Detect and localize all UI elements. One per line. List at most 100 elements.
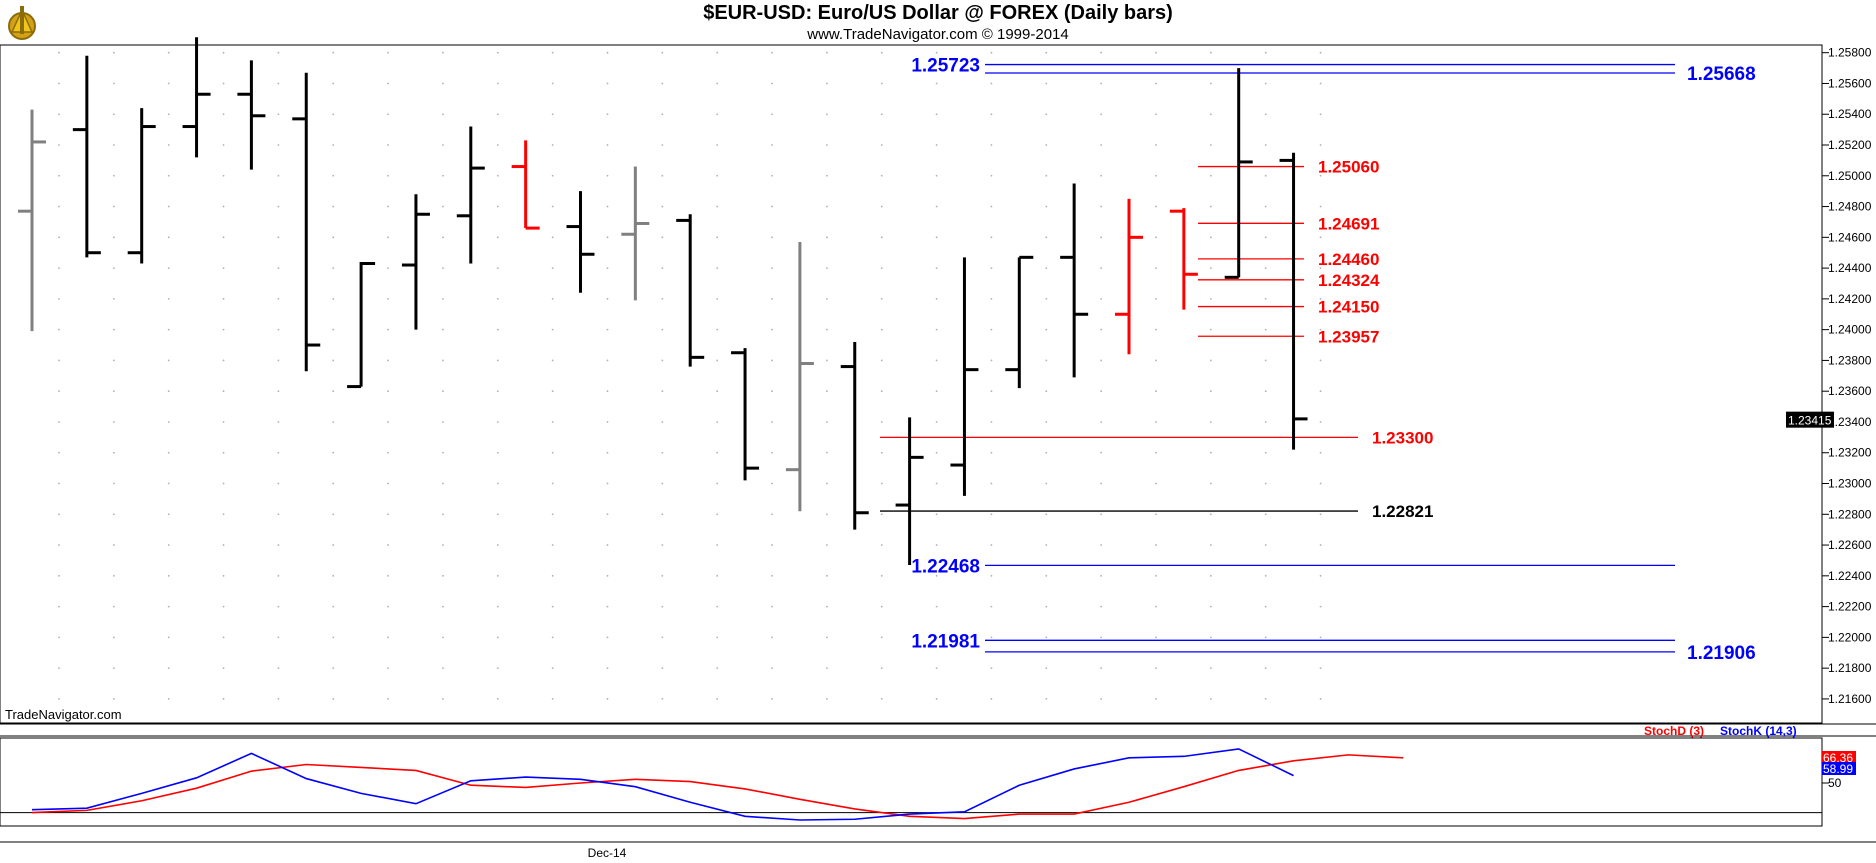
grid-dot bbox=[442, 328, 444, 331]
grid-dot bbox=[442, 513, 444, 516]
grid-dot bbox=[1209, 667, 1212, 670]
grid-dot bbox=[277, 667, 280, 670]
grid-dot bbox=[387, 328, 389, 331]
grid-dot bbox=[387, 605, 389, 608]
grid-dot bbox=[1264, 698, 1267, 700]
grid-dot bbox=[1264, 482, 1267, 485]
grid-dot bbox=[1319, 328, 1322, 331]
grid-dot bbox=[496, 421, 499, 423]
grid-dot bbox=[496, 667, 499, 670]
grid-dot bbox=[551, 421, 554, 423]
grid-dot bbox=[1155, 174, 1157, 177]
grid-dot bbox=[935, 328, 938, 331]
grid-dot bbox=[58, 236, 60, 239]
grid-dot bbox=[935, 482, 938, 485]
grid-dot bbox=[387, 390, 389, 393]
y-tick-label: 1.25400 bbox=[1828, 107, 1872, 121]
grid-dot bbox=[990, 174, 993, 177]
grid-dot bbox=[716, 174, 719, 177]
grid-dot bbox=[1319, 482, 1322, 485]
grid-dot bbox=[1100, 297, 1103, 300]
grid-dot bbox=[332, 451, 335, 454]
grid-dot bbox=[935, 390, 938, 393]
grid-dot bbox=[277, 421, 280, 423]
chart-subtitle: www.TradeNavigator.com © 1999-2014 bbox=[807, 26, 1069, 43]
grid-dot bbox=[112, 174, 115, 177]
grid-dot bbox=[1045, 205, 1048, 208]
grid-dot bbox=[277, 359, 280, 362]
grid-dot bbox=[1264, 328, 1267, 331]
grid-dot bbox=[990, 605, 993, 608]
grid-dot bbox=[1209, 328, 1212, 331]
grid-dot bbox=[661, 482, 664, 485]
grid-dot bbox=[1209, 482, 1212, 485]
grid-dot bbox=[1045, 359, 1048, 362]
current-price-box bbox=[1786, 411, 1834, 428]
grid-dot bbox=[332, 174, 335, 177]
grid-dot bbox=[387, 297, 389, 300]
grid-dot bbox=[990, 513, 993, 516]
grid-dot bbox=[606, 390, 609, 393]
watermark: TradeNavigator.com bbox=[5, 707, 122, 722]
grid-dot bbox=[661, 144, 664, 146]
grid-dot bbox=[1264, 174, 1267, 177]
grid-dot bbox=[277, 82, 280, 85]
grid-dot bbox=[442, 236, 444, 239]
grid-dot bbox=[387, 144, 389, 146]
grid-dot bbox=[1209, 544, 1212, 546]
grid-dot bbox=[496, 451, 499, 454]
grid-dot bbox=[1155, 667, 1157, 670]
grid-dot bbox=[1045, 82, 1048, 85]
grid-dot bbox=[1155, 51, 1157, 54]
grid-dot bbox=[880, 636, 883, 639]
grid-dot bbox=[167, 236, 170, 239]
grid-dot bbox=[771, 359, 773, 362]
grid-dot bbox=[277, 390, 280, 393]
grid-dot bbox=[442, 297, 444, 300]
grid-dot bbox=[222, 174, 225, 177]
grid-dot bbox=[935, 113, 938, 116]
grid-dot bbox=[661, 236, 664, 239]
grid-dot bbox=[167, 513, 170, 516]
grid-dot bbox=[112, 359, 115, 362]
grid-dot bbox=[1209, 236, 1212, 239]
grid-dot bbox=[496, 144, 499, 146]
stochd-value: 66.36 bbox=[1823, 751, 1853, 765]
grid-dot bbox=[1319, 267, 1322, 270]
grid-dot bbox=[935, 359, 938, 362]
grid-dot bbox=[1209, 297, 1212, 300]
grid-dot bbox=[1209, 698, 1212, 700]
grid-dot bbox=[606, 544, 609, 546]
level-label: 1.24691 bbox=[1318, 214, 1379, 233]
grid-dot bbox=[1045, 451, 1048, 454]
grid-dot bbox=[716, 574, 719, 577]
grid-dot bbox=[1319, 636, 1322, 639]
grid-dot bbox=[1319, 113, 1322, 116]
grid-dot bbox=[496, 328, 499, 331]
grid-dot bbox=[1319, 390, 1322, 393]
grid-dot bbox=[387, 113, 389, 116]
grid-dot bbox=[332, 544, 335, 546]
grid-dot bbox=[332, 328, 335, 331]
grid-dot bbox=[1100, 113, 1103, 116]
grid-dot bbox=[1209, 451, 1212, 454]
grid-dot bbox=[112, 144, 115, 146]
y-tick-label: 1.25800 bbox=[1828, 46, 1872, 60]
grid-dot bbox=[277, 328, 280, 331]
grid-dot bbox=[1155, 636, 1157, 639]
grid-dot bbox=[661, 174, 664, 177]
grid-dot bbox=[606, 605, 609, 608]
grid-dot bbox=[551, 328, 554, 331]
grid-dot bbox=[222, 359, 225, 362]
grid-dot bbox=[1100, 205, 1103, 208]
grid-dot bbox=[771, 144, 773, 146]
grid-dot bbox=[1045, 544, 1048, 546]
grid-dot bbox=[112, 636, 115, 639]
grid-dot bbox=[58, 82, 60, 85]
grid-dot bbox=[990, 51, 993, 54]
grid-dot bbox=[771, 205, 773, 208]
grid-dot bbox=[222, 297, 225, 300]
grid-dot bbox=[112, 605, 115, 608]
grid-dot bbox=[1209, 421, 1212, 423]
grid-dot bbox=[661, 605, 664, 608]
